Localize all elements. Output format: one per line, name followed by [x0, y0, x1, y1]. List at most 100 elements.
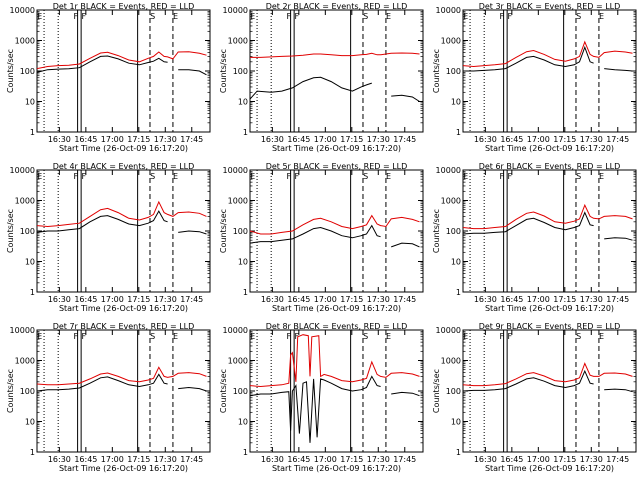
x-tick-label: 17:30: [367, 455, 390, 464]
x-tick-label: 16:30: [474, 455, 497, 464]
marker-label: E: [250, 332, 255, 341]
x-tick-label: 17:15: [553, 455, 576, 464]
marker-label: F: [287, 12, 292, 21]
x-axis-label: Start Time (26-Oct-09 16:17:20): [272, 464, 401, 473]
x-tick-label: 16:45: [74, 295, 97, 304]
marker-label: E: [173, 172, 178, 181]
chart-title: Det 5r BLACK = Events, RED = LLD: [266, 162, 408, 171]
x-tick-label: 17:15: [127, 455, 150, 464]
chart-panel-5: Det 5r BLACK = Events, RED = LLD 1 10 100 10…: [219, 162, 424, 313]
y-tick-label: 100: [233, 227, 248, 236]
x-axis-label: Start Time (26-Oct-09 16:17:20): [59, 144, 188, 153]
marker-label: F: [81, 172, 86, 181]
x-tick-label: 16:45: [287, 135, 310, 144]
events-series-line: [604, 388, 633, 393]
x-tick-label: 17:15: [127, 295, 150, 304]
y-tick-label: 100: [233, 387, 248, 396]
plot-frame: [462, 169, 637, 293]
y-tick-label: 10: [238, 98, 248, 107]
marker-label: E: [173, 332, 178, 341]
lld-series-line: [249, 334, 420, 388]
x-axis-label: Start Time (26-Oct-09 16:17:20): [485, 144, 614, 153]
x-tick-label: 17:15: [340, 455, 363, 464]
y-tick-label: 10000: [223, 326, 248, 335]
events-series-line: [36, 55, 168, 73]
chart-title: Det 1r BLACK = Events, RED = LLD: [53, 2, 195, 11]
marker-label: F: [294, 332, 299, 341]
marker-label: E: [599, 332, 604, 341]
y-axis-label: Counts/sec: [432, 369, 441, 413]
events-series-line: [36, 210, 168, 233]
y-tick-label: 10000: [436, 166, 461, 175]
x-tick-label: 16:30: [48, 135, 71, 144]
plot-frame: [36, 9, 211, 133]
x-tick-label: 17:45: [180, 135, 203, 144]
x-tick-label: 17:30: [154, 295, 177, 304]
x-tick-label: 16:45: [500, 455, 523, 464]
x-tick-label: 17:30: [154, 135, 177, 144]
marker-label: F: [74, 172, 79, 181]
marker-label: S: [363, 172, 368, 181]
x-tick-label: 16:45: [500, 295, 523, 304]
marker-label: E: [173, 12, 178, 21]
y-axis-label: Counts/sec: [6, 209, 15, 253]
x-tick-label: 17:30: [154, 455, 177, 464]
plot-frame: [462, 9, 637, 133]
plot-frame: [36, 169, 211, 293]
events-series-line: [249, 76, 372, 100]
lld-series-line: [36, 51, 207, 70]
x-tick-label: 16:30: [261, 135, 284, 144]
marker-label: S: [150, 12, 155, 21]
y-tick-label: 1000: [441, 197, 461, 206]
x-axis-label: Start Time (26-Oct-09 16:17:20): [59, 464, 188, 473]
events-series-line: [604, 237, 633, 241]
y-tick-label: 1000: [15, 197, 35, 206]
x-tick-label: 17:45: [393, 295, 416, 304]
y-tick-label: 10: [25, 418, 35, 427]
x-tick-label: 17:00: [101, 455, 124, 464]
y-tick-label: 1: [243, 448, 248, 457]
lld-series-line: [462, 203, 633, 230]
events-series-line: [391, 391, 420, 397]
marker-label: E: [463, 12, 468, 21]
y-axis-label: Counts/sec: [6, 369, 15, 413]
events-series-line: [178, 69, 207, 76]
marker-label: E: [599, 12, 604, 21]
x-tick-label: 17:45: [180, 455, 203, 464]
x-axis-label: Start Time (26-Oct-09 16:17:20): [272, 304, 401, 313]
y-tick-label: 100: [20, 67, 35, 76]
lld-series-line: [462, 362, 633, 387]
marker-label: F: [81, 12, 86, 21]
x-tick-label: 17:30: [580, 455, 603, 464]
chart-title: Det 3r BLACK = Events, RED = LLD: [479, 2, 621, 11]
marker-label: F: [74, 332, 79, 341]
x-tick-label: 17:15: [340, 295, 363, 304]
y-axis-label: Counts/sec: [432, 49, 441, 93]
lld-series-line: [250, 52, 420, 58]
y-tick-label: 1: [456, 448, 461, 457]
x-tick-label: 17:30: [580, 135, 603, 144]
chart-title: Det 9r BLACK = Events, RED = LLD: [479, 322, 621, 331]
marker-label: F: [507, 332, 512, 341]
marker-label: S: [576, 12, 581, 21]
y-tick-label: 10: [451, 258, 461, 267]
y-axis-label: Counts/sec: [6, 49, 15, 93]
x-tick-label: 17:00: [101, 135, 124, 144]
x-tick-label: 16:45: [287, 455, 310, 464]
y-tick-label: 1: [30, 288, 35, 297]
x-tick-label: 17:00: [527, 135, 550, 144]
y-tick-label: 100: [446, 227, 461, 236]
marker-label: E: [463, 172, 468, 181]
x-tick-label: 16:30: [261, 295, 284, 304]
marker-label: S: [363, 12, 368, 21]
y-tick-label: 100: [20, 387, 35, 396]
y-tick-label: 1000: [441, 37, 461, 46]
x-axis-label: Start Time (26-Oct-09 16:17:20): [485, 304, 614, 313]
marker-label: F: [287, 332, 292, 341]
y-tick-label: 1: [243, 288, 248, 297]
events-series-line: [249, 224, 381, 244]
x-tick-label: 17:30: [367, 135, 390, 144]
y-tick-label: 1: [456, 288, 461, 297]
x-tick-label: 17:15: [553, 295, 576, 304]
